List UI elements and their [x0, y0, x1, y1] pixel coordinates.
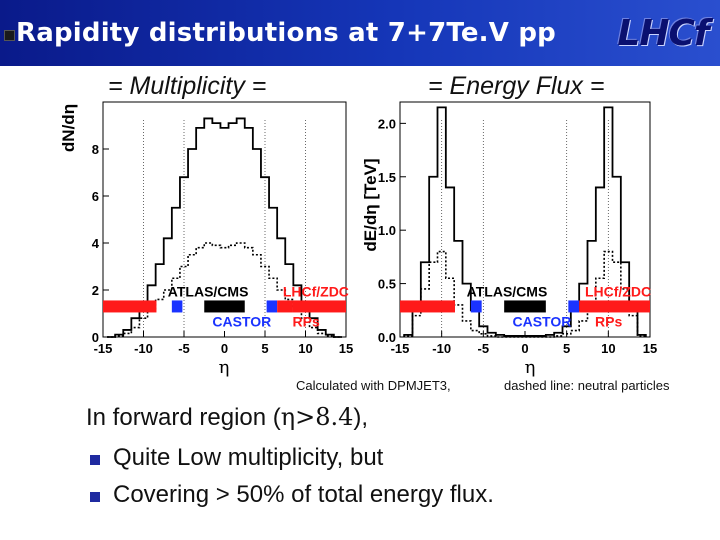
body-intro-prefix: In forward region ( — [86, 404, 281, 431]
energy-flux-title: = Energy Flux = — [428, 72, 605, 100]
title-bar: Rapidity distributions at 7+7Te.V pp LHC… — [0, 0, 720, 66]
multiplicity-detector-bar — [171, 300, 183, 313]
multiplicity-lhcf-zdc-label: LHCf/ZDC — [283, 283, 349, 299]
multiplicity-detector-bar — [204, 300, 245, 313]
bullet-icon — [90, 492, 100, 502]
energy-flux-x-tick-label: -10 — [432, 341, 451, 356]
multiplicity-detector-bar — [277, 300, 293, 313]
multiplicity-x-tick-label: 10 — [298, 341, 312, 356]
note-dashed-line: dashed line: neutral particles — [504, 378, 670, 393]
multiplicity-series-neutral — [107, 242, 342, 338]
energy-flux-x-tick-label: -5 — [478, 341, 490, 356]
multiplicity-y-tick-label: 4 — [92, 236, 100, 251]
bullet-icon — [90, 455, 100, 465]
multiplicity-detector-bar — [266, 300, 278, 313]
energy-flux-rps-label: RPs — [595, 313, 622, 329]
multiplicity-title: = Multiplicity = — [108, 72, 267, 100]
energy-flux-y-tick-label: 0.0 — [378, 330, 396, 345]
title-bullet-icon — [4, 30, 15, 41]
energy-flux-x-tick-label: 5 — [563, 341, 570, 356]
multiplicity-rps-label: RPs — [293, 313, 320, 329]
multiplicity-x-axis-label: η — [219, 357, 230, 378]
multiplicity-y-tick-label: 0 — [92, 330, 99, 345]
multiplicity-x-tick-label: -15 — [94, 341, 113, 356]
multiplicity-x-tick-label: 0 — [221, 341, 228, 356]
multiplicity-x-tick-label: 15 — [339, 341, 353, 356]
energy-flux-y-tick-label: 0.5 — [378, 277, 396, 292]
bullet-item-1: Quite Low multiplicity, but — [113, 444, 384, 471]
energy-flux-x-tick-label: 0 — [521, 341, 528, 356]
energy-flux-detector-bar — [400, 300, 455, 313]
multiplicity-x-tick-label: 5 — [261, 341, 268, 356]
energy-flux-y-tick-label: 2.0 — [378, 116, 396, 131]
multiplicity-y-tick-label: 8 — [92, 142, 99, 157]
energy-flux-x-tick-label: 10 — [601, 341, 615, 356]
energy-flux-y-tick-label: 1.0 — [378, 223, 396, 238]
multiplicity-y-tick-label: 2 — [92, 283, 99, 298]
multiplicity-x-tick-label: -5 — [178, 341, 190, 356]
slide-title: Rapidity distributions at 7+7Te.V pp — [16, 18, 556, 48]
multiplicity-detector-bar — [292, 300, 346, 313]
body-intro-suffix: ), — [353, 404, 369, 431]
energy-flux-series-all — [403, 106, 647, 337]
energy-flux-detector-bar — [579, 300, 595, 313]
body-intro-math: η>8.4 — [280, 403, 354, 431]
multiplicity-series-all — [107, 117, 342, 338]
energy-flux-detector-bar — [568, 300, 580, 313]
energy-flux-series-neutral — [403, 250, 647, 338]
body-intro: In forward region (η>8.4), — [86, 403, 368, 432]
note-calculated: Calculated with DPMJET3, — [296, 378, 451, 393]
multiplicity-detector-bar — [103, 300, 157, 313]
multiplicity-x-tick-label: -10 — [134, 341, 153, 356]
energy-flux-y-axis-label: dE/dη [TeV] — [361, 158, 380, 251]
energy-flux-x-axis-label: η — [525, 357, 536, 378]
energy-flux-atlas-cms-label: ATLAS/CMS — [467, 283, 548, 299]
bullet-item-2: Covering > 50% of total energy flux. — [113, 481, 494, 508]
energy-flux-detector-bar — [470, 300, 482, 313]
multiplicity-y-axis-label: dN/dη — [59, 104, 78, 152]
energy-flux-x-tick-label: -15 — [391, 341, 410, 356]
multiplicity-atlas-cms-label: ATLAS/CMS — [168, 283, 249, 299]
energy-flux-y-tick-label: 1.5 — [378, 170, 396, 185]
energy-flux-castor-label: CASTOR — [513, 313, 572, 329]
energy-flux-detector-bar — [595, 300, 650, 313]
energy-flux-lhcf-zdc-label: LHCf/ZDC — [585, 283, 651, 299]
multiplicity-castor-label: CASTOR — [212, 313, 271, 329]
energy-flux-detector-bar — [504, 300, 546, 313]
lhcf-logo: LHCf — [612, 10, 714, 56]
lhcf-logo-text: LHCf — [617, 12, 709, 54]
multiplicity-y-tick-label: 6 — [92, 189, 99, 204]
energy-flux-x-tick-label: 15 — [643, 341, 657, 356]
